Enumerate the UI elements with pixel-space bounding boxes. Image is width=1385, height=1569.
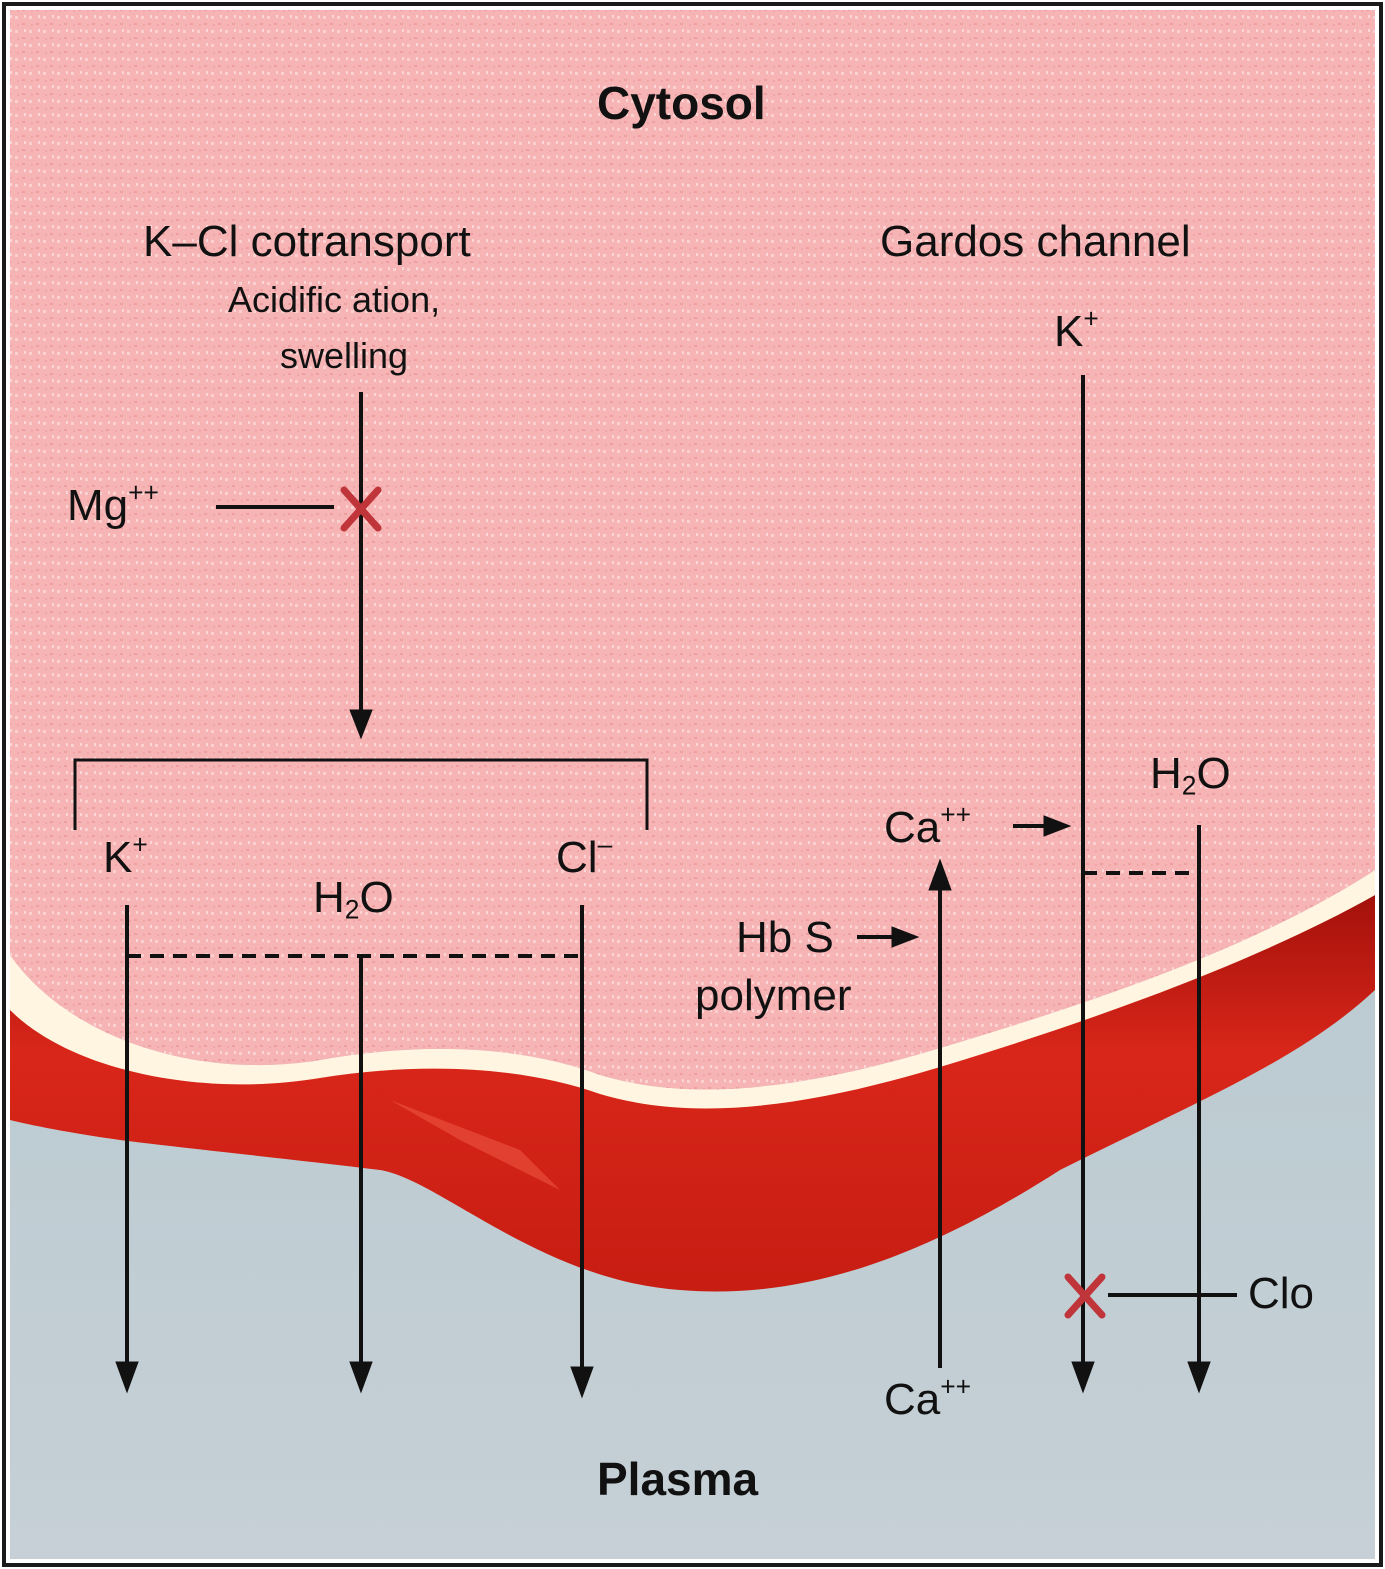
membrane-red-band — [10, 895, 1375, 1292]
ca-influx-arrowhead — [928, 858, 952, 891]
kcl-cl-label: Cl– — [556, 829, 613, 882]
ca-activation-arrowhead — [1043, 815, 1072, 837]
kcl-water-label: H2O — [313, 873, 394, 925]
hbs-label-line2: polymer — [695, 971, 852, 1020]
gardos-title: Gardos channel — [880, 217, 1191, 266]
gardos-water-label: H2O — [1150, 749, 1231, 801]
cytosol-texture — [10, 10, 1375, 1090]
gardos-k-arrowhead — [1071, 1361, 1095, 1394]
gardos-k-label: K+ — [1054, 303, 1099, 356]
kcl-stimulus-line2: swelling — [280, 335, 409, 376]
mg-block-x-icon — [340, 486, 382, 532]
kcl-title: K–Cl cotransport — [143, 217, 471, 266]
hbs-activation-arrowhead — [891, 926, 920, 948]
mg-ion-label: Mg++ — [67, 477, 159, 530]
hbs-label-line1: Hb S — [736, 913, 834, 962]
kcl-k-label: K+ — [103, 829, 148, 882]
membrane-sheen — [390, 1100, 560, 1190]
kcl-water-arrowhead — [349, 1361, 373, 1394]
clo-label: Clo — [1248, 1269, 1315, 1318]
cytosol-label: Cytosol — [597, 77, 766, 129]
kcl-stimulus-line1: Acidific ation, — [228, 279, 441, 320]
ca-out-label: Ca++ — [884, 1371, 972, 1424]
kcl-stimulus-arrowhead — [349, 709, 373, 740]
kcl-bracket — [73, 758, 649, 830]
ca-in-label: Ca++ — [884, 799, 972, 852]
clo-block-x-icon — [1064, 1273, 1106, 1319]
plasma-label: Plasma — [597, 1453, 759, 1505]
kcl-cl-arrowhead — [570, 1366, 594, 1399]
gardos-water-arrowhead — [1187, 1361, 1211, 1394]
kcl-k-arrowhead — [115, 1361, 139, 1394]
